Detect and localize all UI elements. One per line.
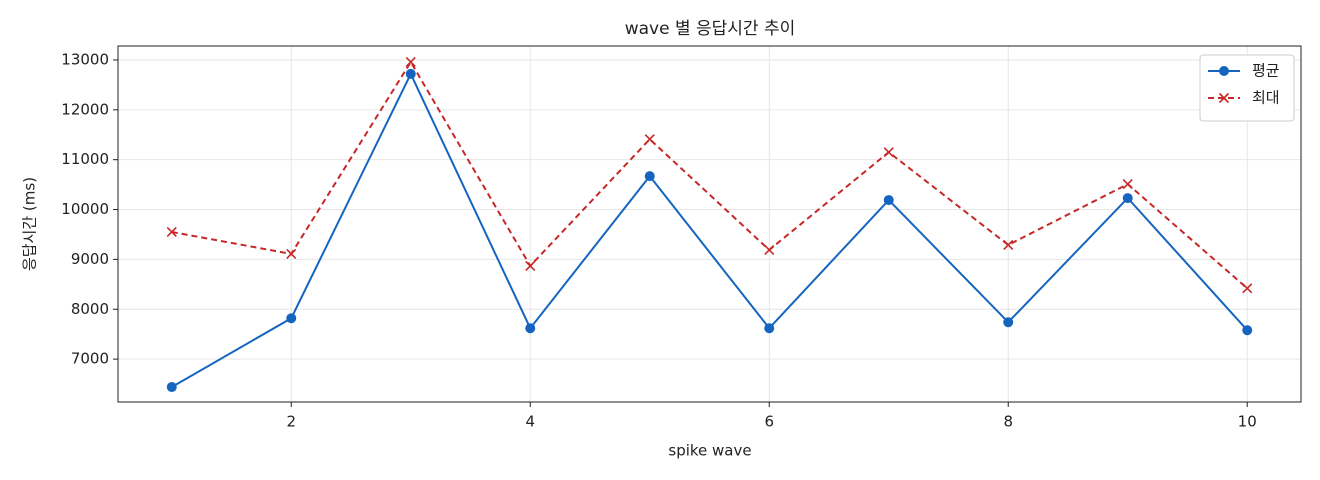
point <box>1242 325 1253 336</box>
y-tick-label: 11000 <box>61 150 109 168</box>
y-axis-label: 응답시간 (ms) <box>21 177 39 271</box>
series-line <box>171 71 1248 388</box>
y-tick-label: 7000 <box>71 350 109 368</box>
point <box>1122 193 1133 204</box>
point <box>525 260 536 271</box>
point <box>286 248 297 259</box>
point <box>644 134 655 145</box>
point <box>1003 317 1014 328</box>
legend-marker <box>1219 66 1229 76</box>
legend-box <box>1199 54 1295 122</box>
y-tick-label: 8000 <box>71 300 109 318</box>
y-tick-label: 12000 <box>61 100 109 118</box>
point <box>1003 239 1014 251</box>
x-tick-label: 2 <box>286 413 296 431</box>
y-tick-label: 9000 <box>71 250 109 268</box>
x-tick-label: 8 <box>1003 413 1013 431</box>
x-axis-label: spike wave <box>668 442 751 460</box>
point <box>764 244 775 255</box>
x-tick-label: 10 <box>1238 413 1257 431</box>
point <box>883 195 894 206</box>
x-tick-label: 4 <box>525 413 535 431</box>
point <box>764 323 775 334</box>
y-tick-label: 10000 <box>61 200 109 218</box>
legend-label: 평균 <box>1252 62 1280 80</box>
point <box>1242 283 1253 294</box>
x-tick-label: 6 <box>764 413 774 431</box>
point <box>405 68 416 79</box>
legend-label: 최대 <box>1252 89 1280 107</box>
point <box>883 147 894 158</box>
point <box>166 226 177 238</box>
series-line <box>171 60 1248 290</box>
point <box>644 171 655 182</box>
point <box>525 323 536 334</box>
y-tick-label: 13000 <box>61 50 109 68</box>
plot-frame <box>117 45 1302 403</box>
legend-marker <box>1218 92 1230 104</box>
point <box>1122 179 1133 190</box>
point <box>286 313 297 324</box>
point <box>166 382 177 393</box>
point <box>405 56 416 68</box>
chart-title: wave 별 응답시간 추이 <box>625 19 796 39</box>
